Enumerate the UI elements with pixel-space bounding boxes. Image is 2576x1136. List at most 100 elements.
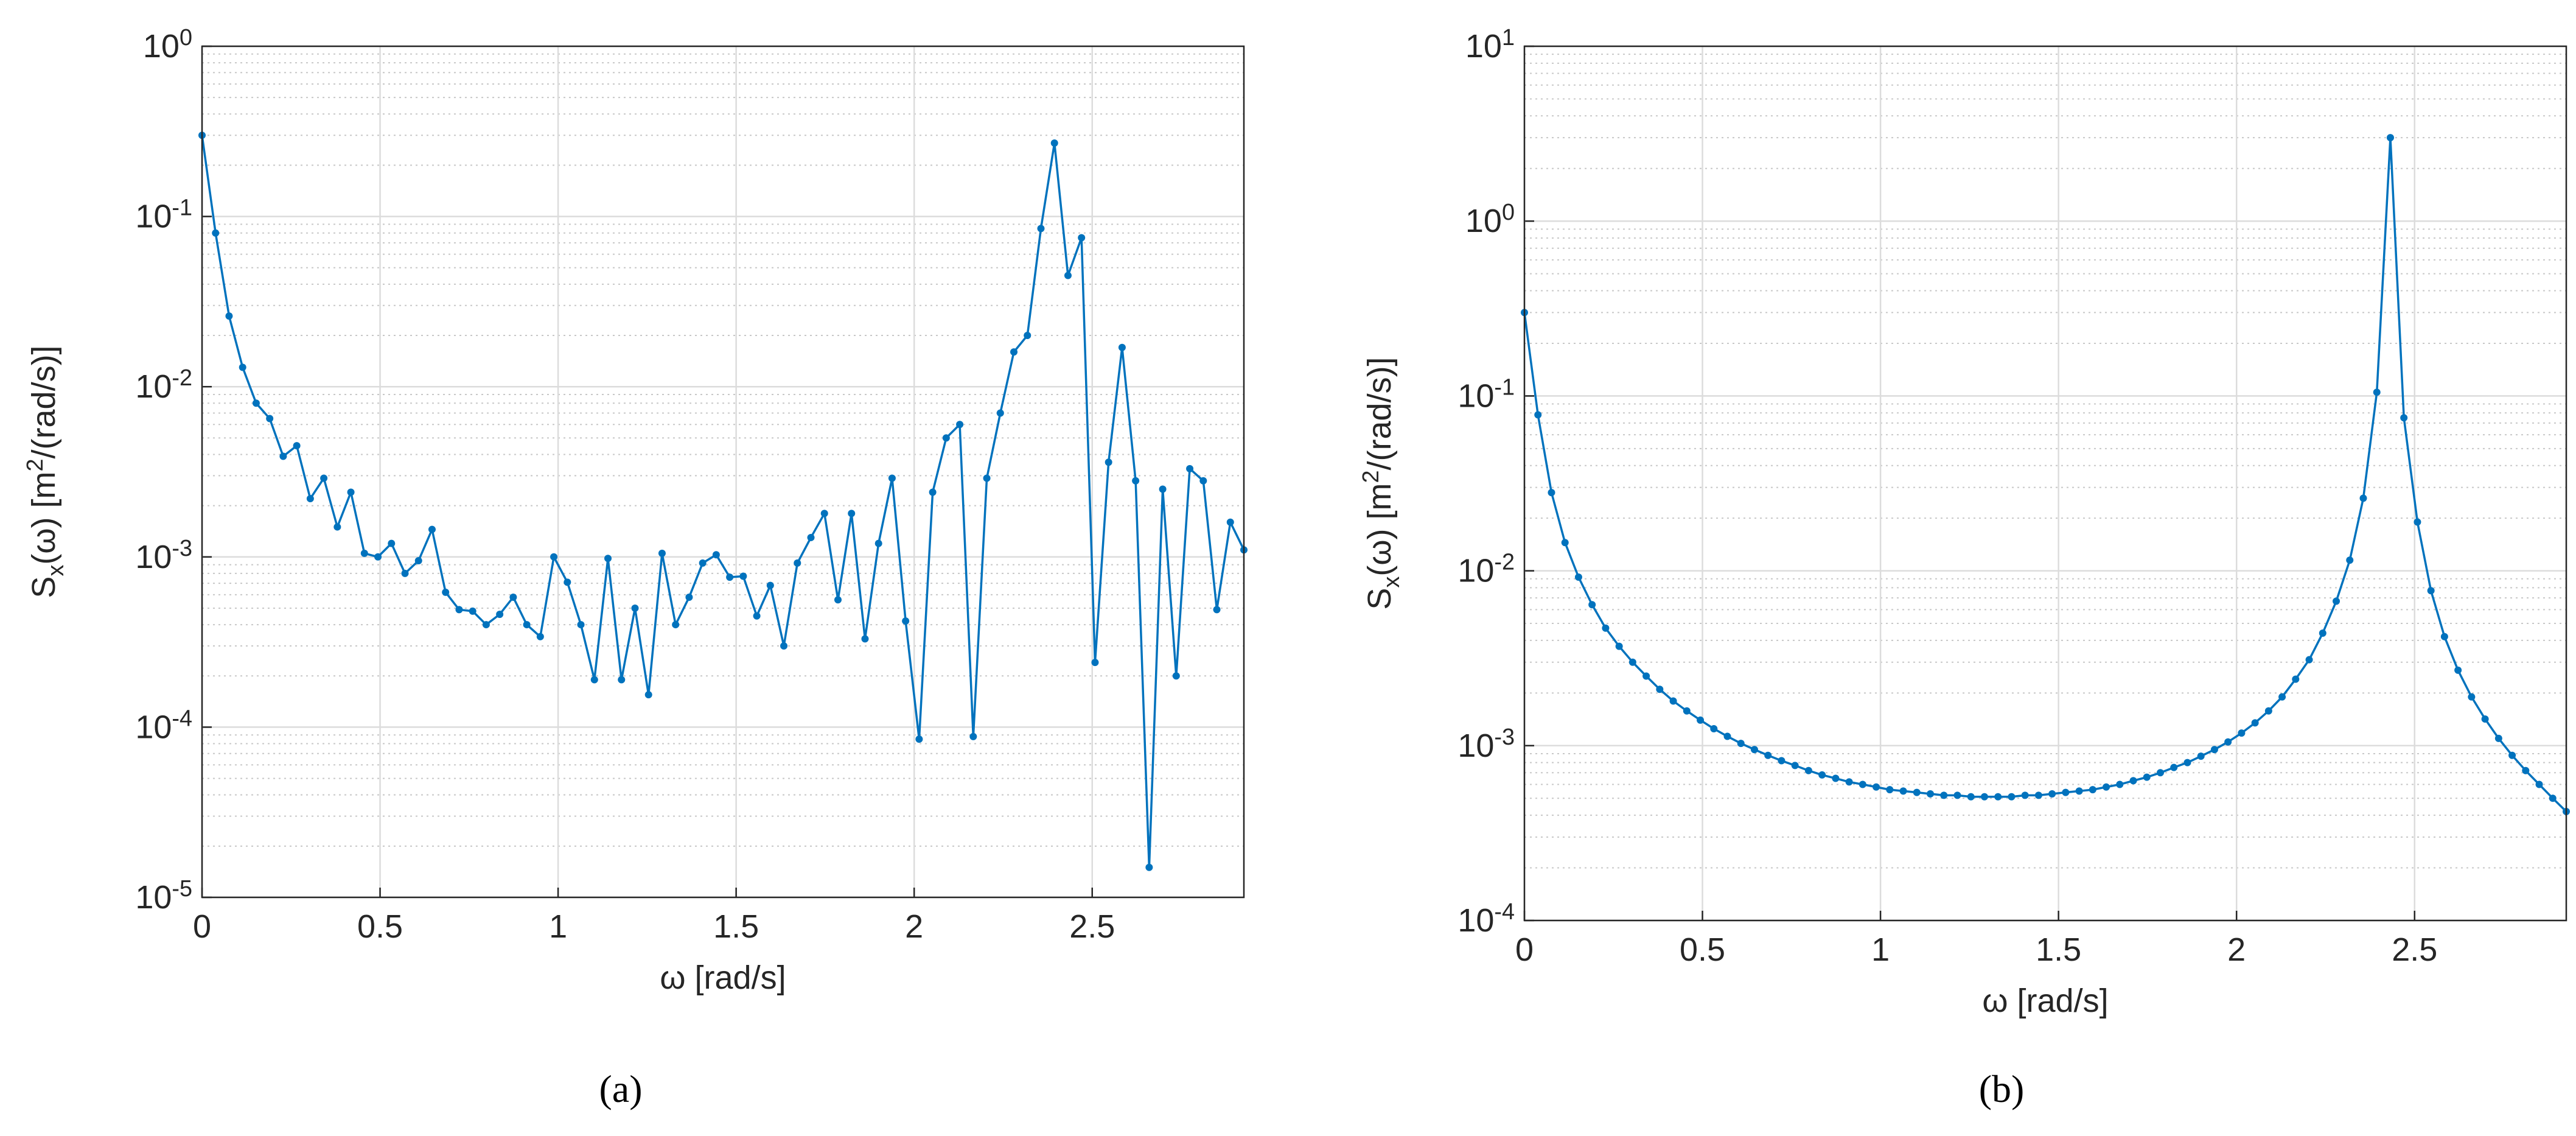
data-point <box>1105 458 1112 466</box>
data-point <box>712 551 720 559</box>
data-point <box>225 312 233 320</box>
data-point <box>347 488 355 496</box>
data-point <box>2522 766 2530 774</box>
y-tick-label: 101 <box>1465 25 1515 65</box>
data-point <box>1091 659 1099 667</box>
data-point <box>2319 629 2326 637</box>
data-point <box>455 606 463 614</box>
y-tick-label: 10-1 <box>1457 374 1515 414</box>
x-tick-label: 1 <box>549 908 567 945</box>
data-point <box>1737 740 1745 748</box>
data-point <box>1548 489 1555 497</box>
data-point <box>969 732 977 740</box>
data-point <box>2183 759 2191 766</box>
data-point <box>2292 675 2300 683</box>
data-point <box>2440 633 2448 640</box>
data-point <box>279 452 287 460</box>
data-point <box>2414 518 2421 526</box>
data-point <box>902 617 910 625</box>
data-point <box>1913 788 1921 796</box>
data-point <box>2224 738 2232 746</box>
data-point <box>2549 794 2557 802</box>
data-point <box>956 421 964 429</box>
data-point <box>1118 343 1126 351</box>
axes-frame <box>1523 45 2567 922</box>
data-point <box>726 573 734 581</box>
data-point <box>2251 719 2259 727</box>
data-point <box>2278 693 2286 701</box>
data-point <box>807 533 815 541</box>
data-point <box>1050 139 1058 147</box>
data-point <box>820 510 828 517</box>
data-point <box>266 415 274 422</box>
x-tick-label: 2 <box>905 908 923 945</box>
data-point <box>1886 786 1894 794</box>
data-point <box>536 633 544 640</box>
data-point <box>2197 752 2205 760</box>
data-point <box>2238 729 2246 737</box>
data-point <box>996 409 1004 417</box>
data-point <box>333 523 341 531</box>
data-point <box>1132 477 1140 485</box>
data-point <box>1723 732 1731 740</box>
data-point <box>1010 348 1018 356</box>
data-point <box>1940 791 1948 799</box>
chart: 10-4 10-3 10-2 10-1 100 101 0 0.5 1 1.5 2 2.5 ω [rad… <box>1358 25 2570 1110</box>
x-tick-label: 1 <box>1871 931 1890 968</box>
data-point <box>414 557 422 565</box>
data-point <box>2021 791 2029 799</box>
data-point <box>1873 783 1880 791</box>
data-point <box>658 549 666 557</box>
data-point <box>2468 693 2476 701</box>
data-point <box>766 581 774 589</box>
data-point <box>672 621 680 629</box>
data-point <box>2333 597 2340 605</box>
data-point <box>1064 272 1072 279</box>
data-point <box>1226 518 1234 526</box>
data-point <box>1602 624 1610 632</box>
y-tick-label: 10-2 <box>135 365 192 405</box>
data-point <box>2535 780 2543 788</box>
data-point <box>2427 587 2435 595</box>
data-point <box>2129 777 2137 785</box>
data-point <box>1534 411 1542 419</box>
data-point <box>2075 787 2083 795</box>
data-point <box>1791 762 1799 770</box>
plot-area <box>1524 46 2566 920</box>
data-point <box>2143 773 2151 781</box>
data-point <box>1669 697 1677 705</box>
data-point <box>794 559 801 567</box>
data-point <box>1159 485 1167 493</box>
y-tick-label: 10-2 <box>1457 550 1515 589</box>
data-point <box>1683 707 1691 715</box>
data-point <box>1186 465 1194 472</box>
data-point <box>320 474 328 482</box>
data-point <box>401 569 409 577</box>
data-point <box>2454 666 2462 674</box>
data-point <box>2089 786 2096 794</box>
y-axis-label: Sx(ω) [m2/(rad/s)] <box>23 345 69 598</box>
data-point <box>1832 774 1840 782</box>
data-point <box>212 229 220 237</box>
data-point <box>644 691 652 699</box>
data-point <box>2048 790 2056 798</box>
data-point <box>2481 715 2489 723</box>
data-point <box>1778 757 1785 765</box>
y-tick-label: 10-3 <box>1457 724 1515 764</box>
data-point <box>1561 539 1569 547</box>
data-point <box>739 572 747 580</box>
y-tick-label: 10-1 <box>135 195 192 235</box>
x-tick-label: 2 <box>2227 931 2246 968</box>
chart: 10-5 10-4 10-3 10-2 10-1 100 0 0.5 1 1.5 2 2.5 ω [ra… <box>23 25 1248 1110</box>
data-point <box>1078 234 1086 242</box>
data-point <box>1953 791 1961 799</box>
x-axis-label: ω [rad/s] <box>1982 983 2108 1019</box>
data-point <box>1037 225 1045 233</box>
data-point <box>550 553 558 561</box>
data-point <box>2103 783 2110 791</box>
data-point <box>834 596 842 604</box>
data-point <box>983 474 991 482</box>
y-tick-label: 10-5 <box>135 876 192 916</box>
data-point <box>293 442 301 450</box>
